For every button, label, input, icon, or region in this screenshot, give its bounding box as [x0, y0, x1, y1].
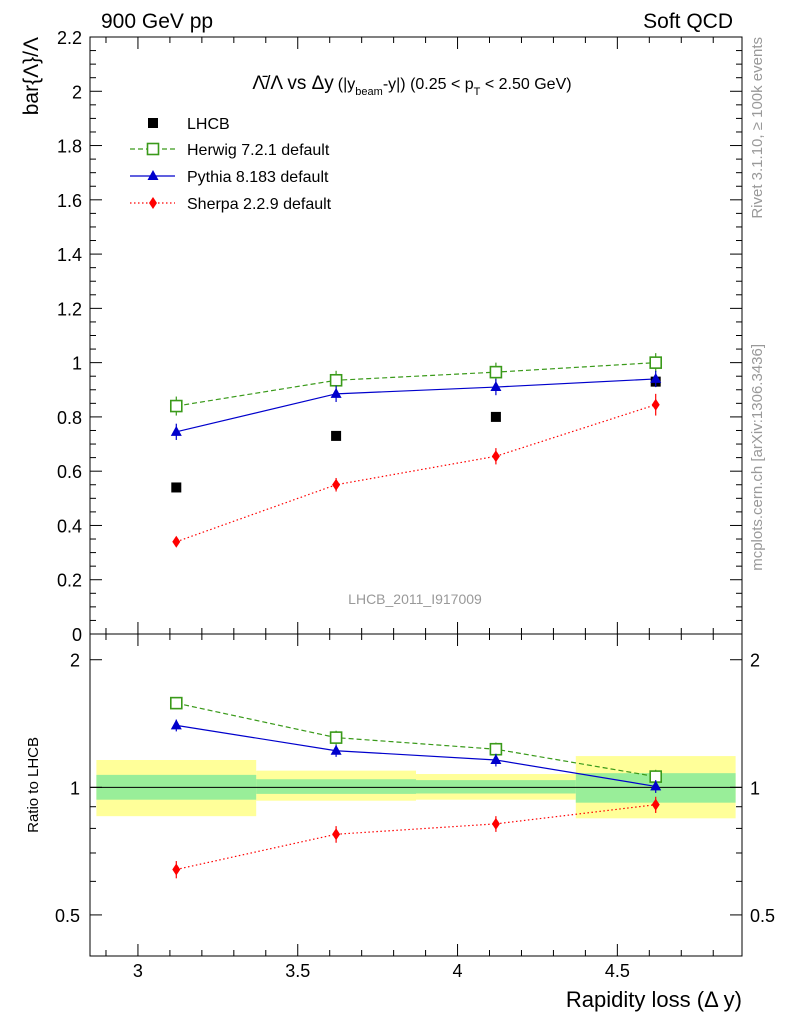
ratio-ylabel: Ratio to LHCB — [25, 737, 42, 833]
legend-marker-lhcb — [148, 118, 158, 128]
header-left: 900 GeV pp — [101, 10, 213, 33]
main-y-tick-label: 0.4 — [57, 516, 82, 536]
legend-label-lhcb: LHCB — [187, 116, 230, 133]
main-point-sherpa — [332, 478, 341, 491]
legend-marker-sherpa — [149, 197, 157, 209]
x-tick-label: 4 — [453, 961, 463, 981]
main-point-sherpa — [172, 535, 181, 548]
main-y-tick-label: 1.6 — [57, 191, 82, 211]
main-y-tick-label: 1.2 — [57, 299, 82, 319]
legend-entry-herwig: Herwig 7.2.1 default — [130, 142, 330, 159]
legend: LHCB Herwig 7.2.1 default Pythia 8.183 d… — [130, 116, 332, 213]
ratio-panel-data — [169, 696, 663, 879]
main-y-tick-label: 0 — [72, 625, 82, 645]
main-point-herwig — [329, 373, 343, 387]
main-line-sherpa — [176, 404, 656, 543]
main-point-lhcb — [490, 411, 501, 422]
ratio-point-herwig — [489, 742, 503, 756]
header-right: Soft QCD — [643, 10, 733, 33]
main-point-herwig — [649, 356, 663, 369]
main-point-lhcb — [171, 482, 182, 493]
title-sub-beam: beam — [355, 86, 383, 98]
legend-marker-pythia — [147, 170, 159, 180]
title-paren-open: (|y — [338, 76, 355, 93]
main-point-pythia — [330, 387, 342, 398]
x-tick-label: 4.5 — [605, 961, 630, 981]
x-tick-label: 3.5 — [285, 961, 310, 981]
ratio-y-tick-label-right: 2 — [750, 651, 760, 671]
main-y-tick-label: 1 — [72, 354, 82, 374]
main-y-tick-label: 2.2 — [57, 28, 82, 48]
main-line-pythia — [176, 378, 656, 433]
main-point-herwig — [169, 399, 183, 413]
title-sub-t: T — [474, 86, 481, 98]
title-paren-close: < 2.50 GeV) — [480, 76, 571, 93]
ratio-y-tick-label-right: 0.5 — [750, 906, 775, 926]
ratio-line-herwig — [176, 702, 656, 778]
ratio-bands — [90, 756, 742, 819]
main-y-tick-label: 0.6 — [57, 462, 82, 482]
ratio-y-tick-label-right: 1 — [750, 778, 760, 798]
main-point-sherpa — [491, 450, 500, 463]
main-point-pythia — [650, 372, 662, 383]
mcplots-label: mcplots.cern.ch [arXiv:1306.3436] — [749, 344, 766, 571]
legend-label-herwig: Herwig 7.2.1 default — [187, 142, 330, 159]
ratio-point-pythia — [490, 754, 502, 765]
ratio-line-pythia — [176, 724, 656, 787]
ratio-point-herwig — [169, 696, 183, 710]
ratio-point-sherpa — [491, 817, 500, 830]
title-paren-mid: -y|) (0.25 < p — [383, 76, 474, 93]
main-y-tick-label: 1.8 — [57, 137, 82, 157]
rivet-label: Rivet 3.1.10, ≥ 100k events — [749, 37, 766, 219]
ratio-point-pythia — [170, 719, 182, 730]
main-y-tick-label: 1.4 — [57, 245, 82, 265]
ratio-y-tick-label-left: 1 — [70, 778, 80, 798]
ratio-y-tick-label-left: 2 — [70, 651, 80, 671]
analysis-id: LHCB_2011_I917009 — [348, 591, 482, 607]
legend-label-pythia: Pythia 8.183 default — [187, 169, 329, 186]
main-point-pythia — [490, 381, 502, 392]
ratio-y-tick-label-left: 0.5 — [55, 906, 80, 926]
ratio-band-inner — [416, 780, 576, 794]
main-point-herwig — [489, 365, 503, 379]
legend-label-sherpa: Sherpa 2.2.9 default — [187, 196, 332, 213]
ratio-point-sherpa — [332, 828, 341, 841]
main-point-sherpa — [651, 398, 660, 411]
ratio-panel-frame — [89, 633, 743, 957]
main-panel-data — [169, 353, 663, 548]
main-line-herwig — [176, 362, 656, 407]
main-y-tick-label: 0.2 — [57, 571, 82, 591]
legend-entry-pythia: Pythia 8.183 default — [130, 169, 329, 186]
main-ylabel: bar{Λ}/Λ — [20, 37, 43, 115]
ratio-line-sherpa — [176, 804, 656, 871]
ratio-point-pythia — [650, 780, 662, 791]
ratio-point-herwig — [329, 731, 343, 744]
legend-entry-sherpa: Sherpa 2.2.9 default — [130, 196, 332, 213]
main-y-tick-label: 2 — [72, 82, 82, 102]
ratio-point-sherpa — [172, 863, 181, 876]
title-main: Λ̄/Λ vs Δy — [252, 73, 334, 94]
ratio-band-inner — [256, 779, 416, 794]
ratio-point-pythia — [330, 744, 342, 755]
axes: 3 3.5 4 4.5 0 0.2 0.4 0.6 0.8 1 1.2 1.4 1.6 1.8 2 2.2 0.… — [55, 28, 775, 981]
x-axis-label: Rapidity loss (Δ y) — [566, 987, 742, 1012]
legend-entry-lhcb: LHCB — [148, 116, 230, 133]
legend-marker-herwig — [146, 142, 160, 156]
main-point-lhcb — [331, 430, 342, 441]
main-y-tick-label: 0.8 — [57, 408, 82, 428]
ratio-point-sherpa — [651, 798, 660, 811]
plot-title: Λ̄/Λ vs Δy (|ybeam-y|) (0.25 < pT < 2.50 … — [252, 73, 571, 98]
main-point-pythia — [170, 425, 182, 436]
x-tick-label: 3 — [133, 961, 143, 981]
